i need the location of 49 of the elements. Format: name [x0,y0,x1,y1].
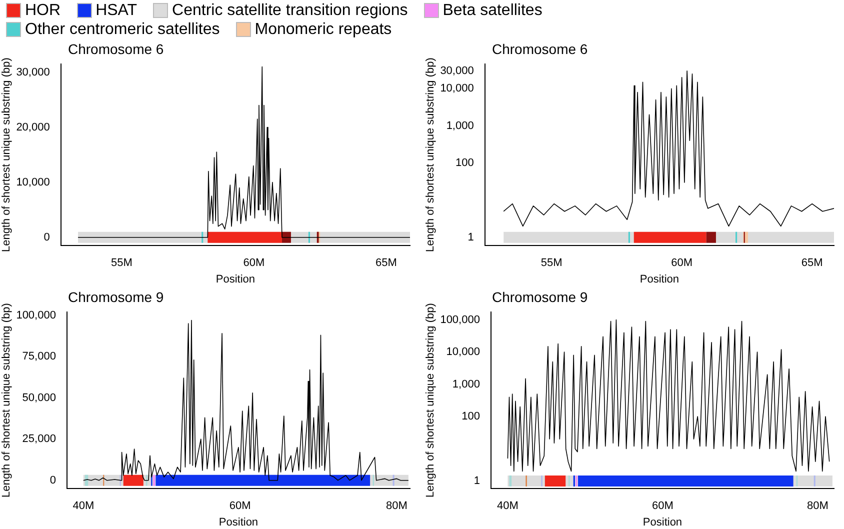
category-label: Centric satellite transition regions [172,1,408,20]
x-tick-label: 60M [652,500,674,512]
y-tick-label: 100 [462,410,480,423]
x-tick-label: 40M [72,500,94,512]
y-tick-label: 25,000 [22,433,56,446]
y-tick-label: 10,000 [446,346,480,358]
x-axis-title: Position [218,516,258,528]
y-axis-title: Length of shortest unique substring (bp) [0,58,13,252]
x-axis-title: Position [642,516,682,528]
category-label: Monomeric repeats [254,20,392,39]
y-tick-label: 30,000 [440,64,474,77]
x-tick-label: 55M [110,257,132,270]
x-tick-label: 65M [375,257,397,270]
chart-title: Chromosome 9 [68,288,164,306]
chart-title: Chromosome 6 [492,40,588,58]
y-tick-label: 1,000 [452,378,480,390]
x-tick-label: 80M [807,500,828,512]
chart-title: Chromosome 6 [68,40,164,58]
y-tick-label: 10,000 [440,82,474,95]
y-tick-label: 1 [468,231,474,244]
y-tick-label: 1 [474,475,480,488]
y-tick-label: 75,000 [22,350,56,363]
category-label: HSAT [96,1,138,20]
y-tick-label: 10,000 [16,176,50,188]
y-tick-label: 1,000 [446,120,474,132]
x-tick-label: 80M [386,500,408,512]
y-tick-label: 30,000 [16,66,50,78]
x-tick-label: 40M [497,500,518,512]
x-tick-label: 60M [671,257,693,270]
y-tick-label: 100 [455,157,474,170]
chart-title: Chromosome 9 [492,288,588,306]
x-axis-title: Position [216,273,255,286]
y-tick-label: 100,000 [16,309,56,322]
category-label: Other centromeric satellites [25,20,220,39]
x-tick-label: 60M [229,500,251,512]
x-tick-label: 60M [243,257,265,270]
x-axis-title: Position [640,273,679,286]
y-tick-label: 20,000 [16,121,50,134]
y-axis-title: Length of shortest unique substring (bp) [0,303,13,498]
y-tick-label: 50,000 [22,392,56,404]
x-tick-label: 55M [540,257,562,270]
y-axis-title: Length of shortest unique substring (bp) [424,303,437,498]
y-axis-title: Length of shortest unique substring (bp) [424,58,437,252]
y-tick-label: 0 [44,231,50,244]
y-tick-label: 100,000 [440,314,480,326]
category-label: Beta satellites [442,1,542,20]
category-label: HOR [25,1,61,20]
x-tick-label: 65M [801,257,823,270]
y-tick-label: 0 [50,474,56,486]
